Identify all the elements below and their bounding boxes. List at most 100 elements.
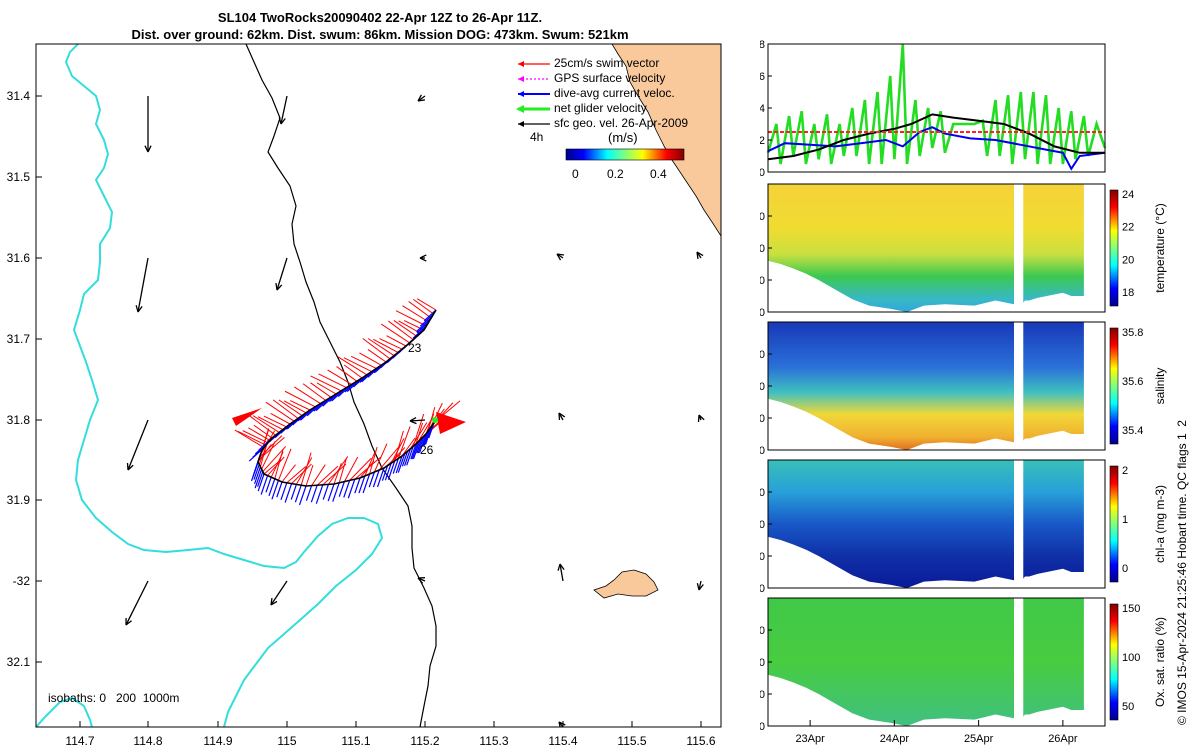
- geo-vector: [125, 580, 149, 626]
- swim-vector: [316, 382, 337, 395]
- map-xtick-label: 114.7: [65, 734, 94, 748]
- swim-vector: [388, 320, 414, 341]
- section-ytick-label: 100: [760, 519, 765, 531]
- current-vector: [362, 473, 371, 494]
- swim-vector: [310, 375, 342, 392]
- swim-vector: [302, 383, 326, 401]
- swim-vector: [394, 430, 404, 461]
- swim-vector: [413, 298, 434, 315]
- swim-vector: [350, 355, 377, 369]
- section-ytick-label: 50: [760, 211, 765, 223]
- geo-vector: [137, 257, 149, 313]
- geo-vector-head: [144, 145, 152, 153]
- section-ytick-label: 200: [760, 307, 765, 319]
- swim-vector: [436, 412, 466, 434]
- swim-vector: [270, 413, 291, 425]
- current-vector: [305, 485, 313, 501]
- section-ytick-label: 150: [760, 275, 765, 287]
- current-vector: [347, 479, 356, 499]
- section-cbar-tick: 2: [1122, 465, 1128, 477]
- time-tick-label: 23Apr: [795, 733, 825, 745]
- geo-vector-head: [696, 251, 704, 260]
- current-vector: [315, 484, 324, 504]
- swim-vector: [310, 382, 332, 398]
- section-field: [768, 598, 1084, 726]
- swim-vector: [343, 364, 363, 379]
- section-ytick-label: 200: [760, 721, 765, 733]
- current-vector: [417, 435, 425, 454]
- map-ytick-label: 32.1: [7, 655, 31, 669]
- swim-vector: [289, 400, 311, 411]
- swim-vector: [318, 373, 347, 389]
- time-axis: 23Apr 24Apr 25Apr 26Apr: [795, 720, 1078, 745]
- data-gap: [1014, 184, 1024, 312]
- swim-vector: [283, 400, 307, 414]
- section-cbar-tick: 20: [1122, 254, 1134, 266]
- swim-vector: [263, 415, 287, 428]
- section-ytick-label: 200: [760, 445, 765, 457]
- section-field: [768, 184, 1084, 312]
- time-tick-label: 25Apr: [964, 733, 994, 745]
- colorbar-unit: (m/s): [608, 130, 638, 145]
- current-vector: [332, 482, 340, 502]
- section-cbar-label: salinity: [1153, 368, 1167, 405]
- current-vector: [384, 463, 392, 481]
- geo-vector-head: [278, 117, 286, 125]
- map-colorbar: [565, 148, 685, 161]
- section-cbar-tick: 100: [1122, 652, 1140, 664]
- section-ytick-label: 50: [760, 625, 765, 637]
- geo-vector: [559, 563, 564, 582]
- map-xtick-label: 115.2: [410, 734, 439, 748]
- map-ytick-label: 31.5: [7, 170, 31, 184]
- swim-vector: [359, 352, 382, 366]
- map-xtick-label: 115.1: [341, 734, 370, 748]
- swim-vector: [362, 338, 391, 360]
- swim-vector: [380, 323, 410, 344]
- section-ytick-label: 50: [760, 349, 765, 361]
- current-vector: [254, 466, 261, 485]
- current-vector: [395, 455, 403, 474]
- data-gap: [1014, 460, 1024, 588]
- geo-vector-head: [417, 94, 426, 102]
- current-vector: [397, 453, 406, 473]
- scale-label: 4h: [530, 130, 543, 144]
- current-vector: [412, 439, 421, 460]
- geo-vector: [280, 95, 288, 125]
- current-vector: [253, 464, 260, 480]
- map-cbar-tick-0: 0: [572, 167, 579, 181]
- swim-vector: [349, 457, 372, 481]
- side-note: © IMOS 15-Apr-2024 21:25:46 Hobart time.…: [1175, 420, 1189, 725]
- geo-vector-head: [696, 583, 704, 591]
- map-xtick-label: 115.6: [686, 734, 715, 748]
- section-panel-0: 50100150200Depth (m)18202224temperature …: [760, 183, 1167, 319]
- swim-vector: [397, 426, 411, 459]
- geo-vector-head: [270, 597, 278, 606]
- current-vector: [368, 471, 375, 488]
- swim-vector: [295, 457, 313, 485]
- geo-vector: [698, 580, 702, 591]
- current-vector: [257, 471, 264, 487]
- map-xtick-label: 114.8: [133, 734, 162, 748]
- current-vector: [376, 467, 385, 488]
- swim-vector: [281, 464, 296, 483]
- current-vector: [392, 458, 399, 474]
- swim-vector: [274, 448, 284, 479]
- map-xtick-label: 115.3: [479, 734, 508, 748]
- current-vector: [424, 425, 433, 445]
- current-vector: [257, 473, 265, 492]
- swim-vector: [327, 456, 349, 485]
- current-vector: [260, 475, 269, 495]
- swim-vector: [369, 446, 378, 475]
- current-vector: [284, 483, 293, 503]
- section-ytick-label: 150: [760, 413, 765, 425]
- current-vector: [338, 481, 345, 497]
- current-vector: [419, 313, 435, 327]
- swim-vector: [367, 338, 395, 357]
- map-cbar-tick-2: 0.4: [650, 167, 667, 181]
- section-ytick-label: 100: [760, 243, 765, 255]
- isobath-1000m-corner: [36, 696, 93, 727]
- swim-vector: [343, 357, 372, 373]
- map-legend: 25cm/s swim vector GPS surface velocity …: [516, 56, 688, 181]
